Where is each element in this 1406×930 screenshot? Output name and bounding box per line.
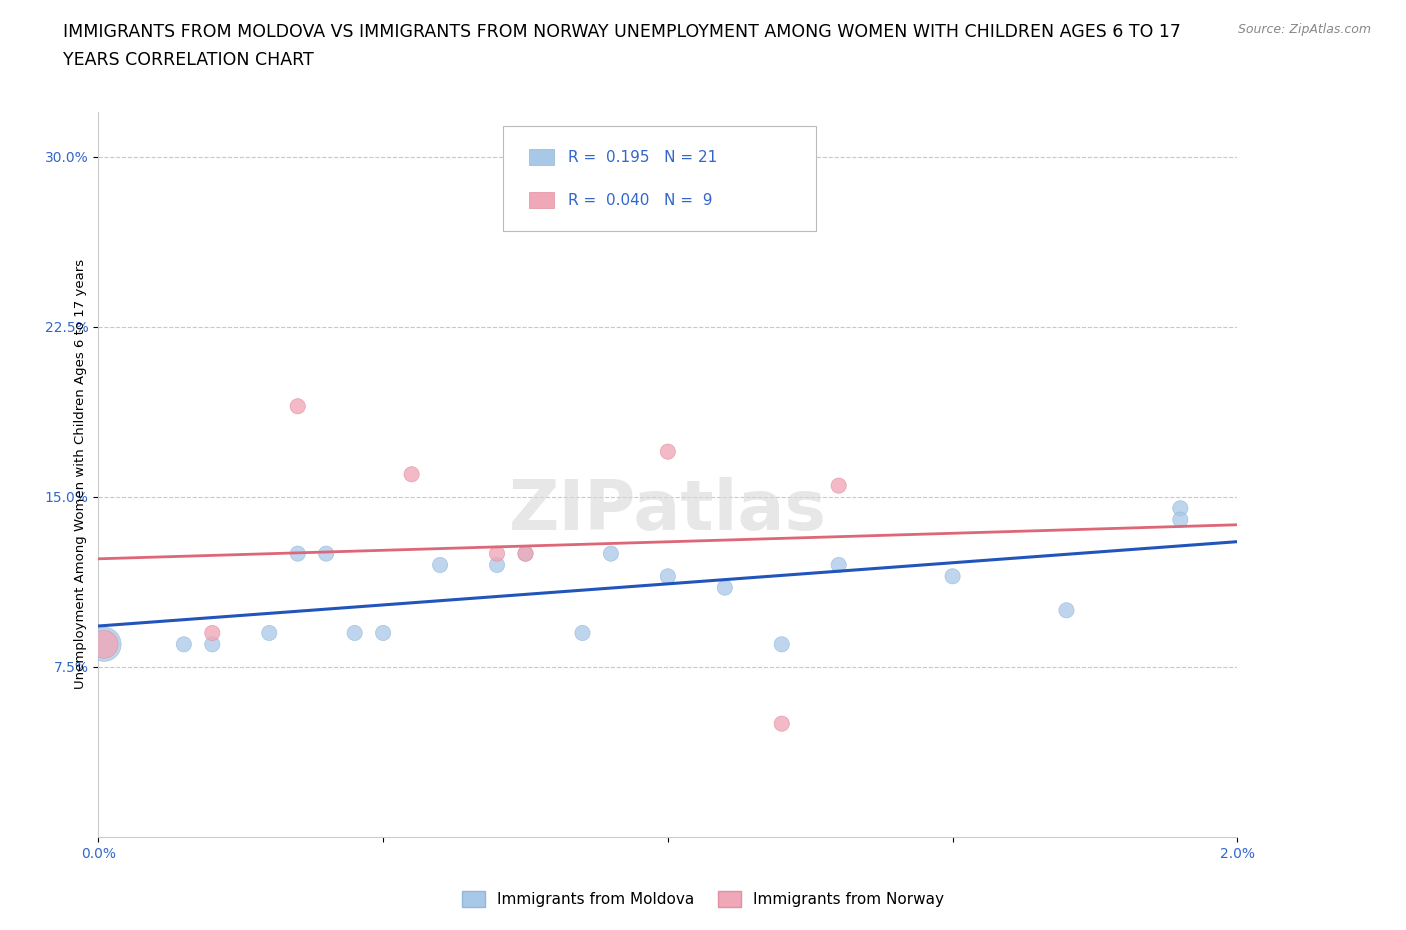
Point (714, 580, 737, 595)
Point (201, 626, 224, 641)
Point (343, 626, 366, 641)
Y-axis label: Unemployment Among Women with Children Ages 6 to 17 years: Unemployment Among Women with Children A… (75, 259, 87, 689)
Point (259, 626, 281, 641)
Point (515, 546, 537, 561)
Text: R =  0.195   N = 21: R = 0.195 N = 21 (568, 150, 717, 165)
Point (657, 569, 679, 584)
Point (287, 399, 309, 414)
Legend: Immigrants from Moldova, Immigrants from Norway: Immigrants from Moldova, Immigrants from… (456, 884, 950, 913)
Point (571, 626, 593, 641)
Point (486, 558, 509, 573)
Text: YEARS CORRELATION CHART: YEARS CORRELATION CHART (63, 51, 314, 69)
Text: ZIPatlas: ZIPatlas (509, 477, 827, 544)
Point (93, 637, 115, 652)
Point (287, 546, 309, 561)
Point (828, 478, 851, 493)
Point (93, 637, 115, 652)
FancyBboxPatch shape (529, 193, 554, 208)
Point (828, 558, 851, 573)
Point (401, 467, 423, 482)
Point (1170, 512, 1192, 527)
Point (486, 546, 509, 561)
Text: R =  0.040   N =  9: R = 0.040 N = 9 (568, 193, 711, 207)
Point (942, 569, 965, 584)
Point (515, 546, 537, 561)
Point (315, 546, 337, 561)
Text: IMMIGRANTS FROM MOLDOVA VS IMMIGRANTS FROM NORWAY UNEMPLOYMENT AMONG WOMEN WITH : IMMIGRANTS FROM MOLDOVA VS IMMIGRANTS FR… (63, 23, 1181, 41)
Point (201, 637, 224, 652)
Point (429, 558, 451, 573)
Point (657, 445, 679, 459)
Point (770, 637, 793, 652)
Point (371, 626, 394, 641)
Point (1170, 501, 1192, 516)
Point (770, 716, 793, 731)
Point (1056, 603, 1078, 618)
Point (173, 637, 195, 652)
Point (600, 546, 623, 561)
FancyBboxPatch shape (503, 126, 815, 232)
FancyBboxPatch shape (529, 150, 554, 166)
Text: Source: ZipAtlas.com: Source: ZipAtlas.com (1237, 23, 1371, 36)
